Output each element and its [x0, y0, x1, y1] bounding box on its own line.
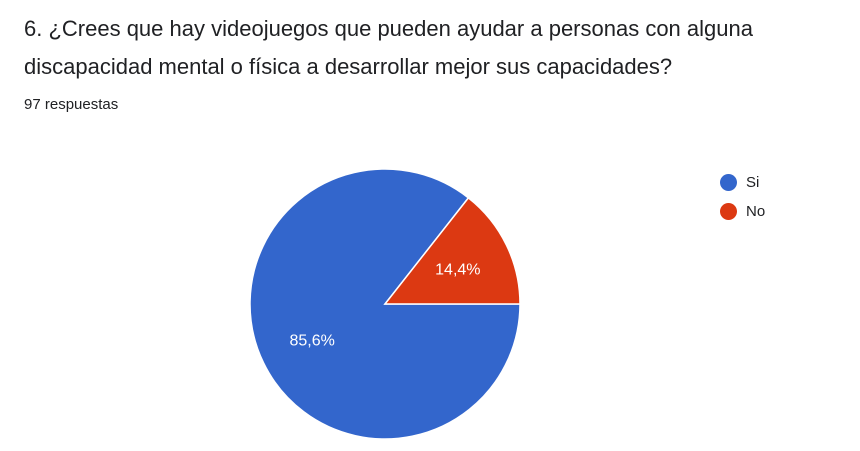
response-count: 97 respuestas: [24, 96, 119, 113]
pie-slice-no[interactable]: [383, 196, 521, 305]
pie-label-si: 85,6%: [289, 332, 334, 349]
legend-swatch-si: [720, 174, 737, 191]
legend-swatch-no: [720, 203, 737, 220]
legend-label-no: No: [746, 203, 766, 220]
legend-item-no[interactable]: No: [720, 197, 765, 226]
question-title: 6. ¿Crees que hay videojuegos que pueden…: [24, 16, 753, 79]
legend-label-si: Si: [746, 174, 760, 191]
pie-label-no: 14,4%: [435, 262, 480, 279]
pie-labels: 85,6% 14,4%: [289, 262, 480, 350]
legend-item-si[interactable]: Si: [720, 168, 765, 197]
chart-legend: Si No: [720, 168, 765, 226]
pie-slices: [249, 168, 521, 440]
